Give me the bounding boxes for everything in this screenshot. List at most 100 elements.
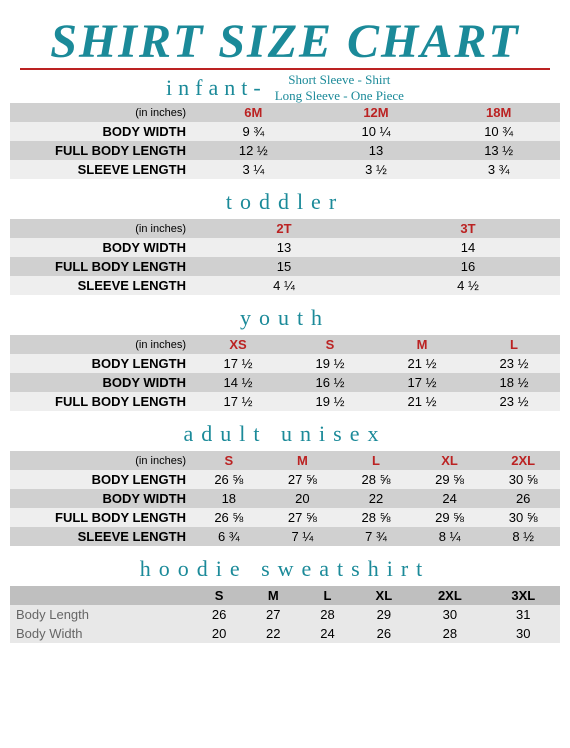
page-title: SHIRT SIZE CHART bbox=[10, 18, 560, 66]
size-header: XL bbox=[413, 451, 487, 470]
cell-value: 16 bbox=[376, 257, 560, 276]
size-header: 2T bbox=[192, 219, 376, 238]
table-row: FULL BODY LENGTH26 ⅝27 ⅝28 ⅝29 ⅝30 ⅝ bbox=[10, 508, 560, 527]
unit-label: (in inches) bbox=[10, 451, 192, 470]
cell-value: 21 ½ bbox=[376, 392, 468, 411]
cell-value: 19 ½ bbox=[284, 392, 376, 411]
cell-value: 9 ¾ bbox=[192, 122, 315, 141]
size-header: L bbox=[339, 451, 413, 470]
cell-value: 15 bbox=[192, 257, 376, 276]
row-label: Body Width bbox=[10, 624, 192, 643]
infant-subtitle: Short Sleeve - Shirt Long Sleeve - One P… bbox=[275, 72, 404, 103]
cell-value: 22 bbox=[246, 624, 300, 643]
cell-value: 3 ¼ bbox=[192, 160, 315, 179]
cell-value: 30 bbox=[487, 624, 560, 643]
unit-label bbox=[10, 586, 192, 605]
cell-value: 17 ½ bbox=[192, 354, 284, 373]
cell-value: 29 bbox=[355, 605, 414, 624]
cell-value: 27 bbox=[246, 605, 300, 624]
cell-value: 4 ¼ bbox=[192, 276, 376, 295]
table-row: BODY LENGTH26 ⅝27 ⅝28 ⅝29 ⅝30 ⅝ bbox=[10, 470, 560, 489]
row-label: FULL BODY LENGTH bbox=[10, 141, 192, 160]
subtitle-line: Long Sleeve - One Piece bbox=[275, 88, 404, 103]
youth-title: youth bbox=[10, 305, 560, 331]
size-header: 6M bbox=[192, 103, 315, 122]
table-row: FULL BODY LENGTH17 ½19 ½21 ½23 ½ bbox=[10, 392, 560, 411]
size-header: 3XL bbox=[487, 586, 560, 605]
row-label: Body Length bbox=[10, 605, 192, 624]
table-row: SLEEVE LENGTH6 ¾7 ¼7 ¾8 ¼8 ½ bbox=[10, 527, 560, 546]
cell-value: 17 ½ bbox=[376, 373, 468, 392]
row-label: FULL BODY LENGTH bbox=[10, 257, 192, 276]
cell-value: 6 ¾ bbox=[192, 527, 266, 546]
table-row: BODY WIDTH9 ¾10 ¼10 ¾ bbox=[10, 122, 560, 141]
cell-value: 20 bbox=[266, 489, 340, 508]
cell-value: 27 ⅝ bbox=[266, 470, 340, 489]
size-header: S bbox=[192, 451, 266, 470]
cell-value: 24 bbox=[300, 624, 354, 643]
cell-value: 29 ⅝ bbox=[413, 508, 487, 527]
cell-value: 31 bbox=[487, 605, 560, 624]
toddler-table: (in inches)2T3TBODY WIDTH1314FULL BODY L… bbox=[10, 219, 560, 295]
size-header: M bbox=[246, 586, 300, 605]
cell-value: 14 ½ bbox=[192, 373, 284, 392]
size-header: L bbox=[300, 586, 354, 605]
table-row: FULL BODY LENGTH12 ½1313 ½ bbox=[10, 141, 560, 160]
cell-value: 26 bbox=[486, 489, 560, 508]
table-row: Body Length262728293031 bbox=[10, 605, 560, 624]
row-label: BODY WIDTH bbox=[10, 373, 192, 392]
size-header: 18M bbox=[437, 103, 560, 122]
cell-value: 7 ¾ bbox=[339, 527, 413, 546]
row-label: BODY WIDTH bbox=[10, 122, 192, 141]
cell-value: 17 ½ bbox=[192, 392, 284, 411]
size-header: L bbox=[468, 335, 560, 354]
cell-value: 18 bbox=[192, 489, 266, 508]
cell-value: 30 ⅝ bbox=[486, 470, 560, 489]
unit-label: (in inches) bbox=[10, 103, 192, 122]
hoodie-table: SMLXL2XL3XLBody Length262728293031Body W… bbox=[10, 586, 560, 643]
size-header: 3T bbox=[376, 219, 560, 238]
table-row: BODY WIDTH1314 bbox=[10, 238, 560, 257]
row-label: FULL BODY LENGTH bbox=[10, 508, 192, 527]
cell-value: 10 ¼ bbox=[315, 122, 438, 141]
table-row: Body Width202224262830 bbox=[10, 624, 560, 643]
cell-value: 26 bbox=[355, 624, 414, 643]
toddler-title: toddler bbox=[10, 189, 560, 215]
table-row: SLEEVE LENGTH3 ¼3 ½3 ¾ bbox=[10, 160, 560, 179]
row-label: BODY LENGTH bbox=[10, 470, 192, 489]
cell-value: 14 bbox=[376, 238, 560, 257]
hoodie-title: hoodie sweatshirt bbox=[10, 556, 560, 582]
size-header: XL bbox=[355, 586, 414, 605]
cell-value: 18 ½ bbox=[468, 373, 560, 392]
table-row: BODY WIDTH14 ½16 ½17 ½18 ½ bbox=[10, 373, 560, 392]
cell-value: 28 ⅝ bbox=[339, 508, 413, 527]
size-header: 12M bbox=[315, 103, 438, 122]
table-row: BODY LENGTH17 ½19 ½21 ½23 ½ bbox=[10, 354, 560, 373]
size-header: S bbox=[284, 335, 376, 354]
cell-value: 29 ⅝ bbox=[413, 470, 487, 489]
row-label: BODY LENGTH bbox=[10, 354, 192, 373]
cell-value: 20 bbox=[192, 624, 246, 643]
cell-value: 19 ½ bbox=[284, 354, 376, 373]
row-label: BODY WIDTH bbox=[10, 489, 192, 508]
size-header: M bbox=[376, 335, 468, 354]
table-row: FULL BODY LENGTH1516 bbox=[10, 257, 560, 276]
cell-value: 12 ½ bbox=[192, 141, 315, 160]
adult-section: adult unisex (in inches)SMLXL2XLBODY LEN… bbox=[10, 421, 560, 546]
cell-value: 22 bbox=[339, 489, 413, 508]
cell-value: 30 bbox=[413, 605, 486, 624]
cell-value: 3 ¾ bbox=[437, 160, 560, 179]
cell-value: 24 bbox=[413, 489, 487, 508]
row-label: SLEEVE LENGTH bbox=[10, 527, 192, 546]
cell-value: 13 bbox=[192, 238, 376, 257]
size-header: 2XL bbox=[486, 451, 560, 470]
cell-value: 23 ½ bbox=[468, 354, 560, 373]
row-label: SLEEVE LENGTH bbox=[10, 276, 192, 295]
cell-value: 26 ⅝ bbox=[192, 508, 266, 527]
size-header: S bbox=[192, 586, 246, 605]
cell-value: 3 ½ bbox=[315, 160, 438, 179]
size-header: M bbox=[266, 451, 340, 470]
unit-label: (in inches) bbox=[10, 335, 192, 354]
cell-value: 8 ½ bbox=[486, 527, 560, 546]
size-header: XS bbox=[192, 335, 284, 354]
